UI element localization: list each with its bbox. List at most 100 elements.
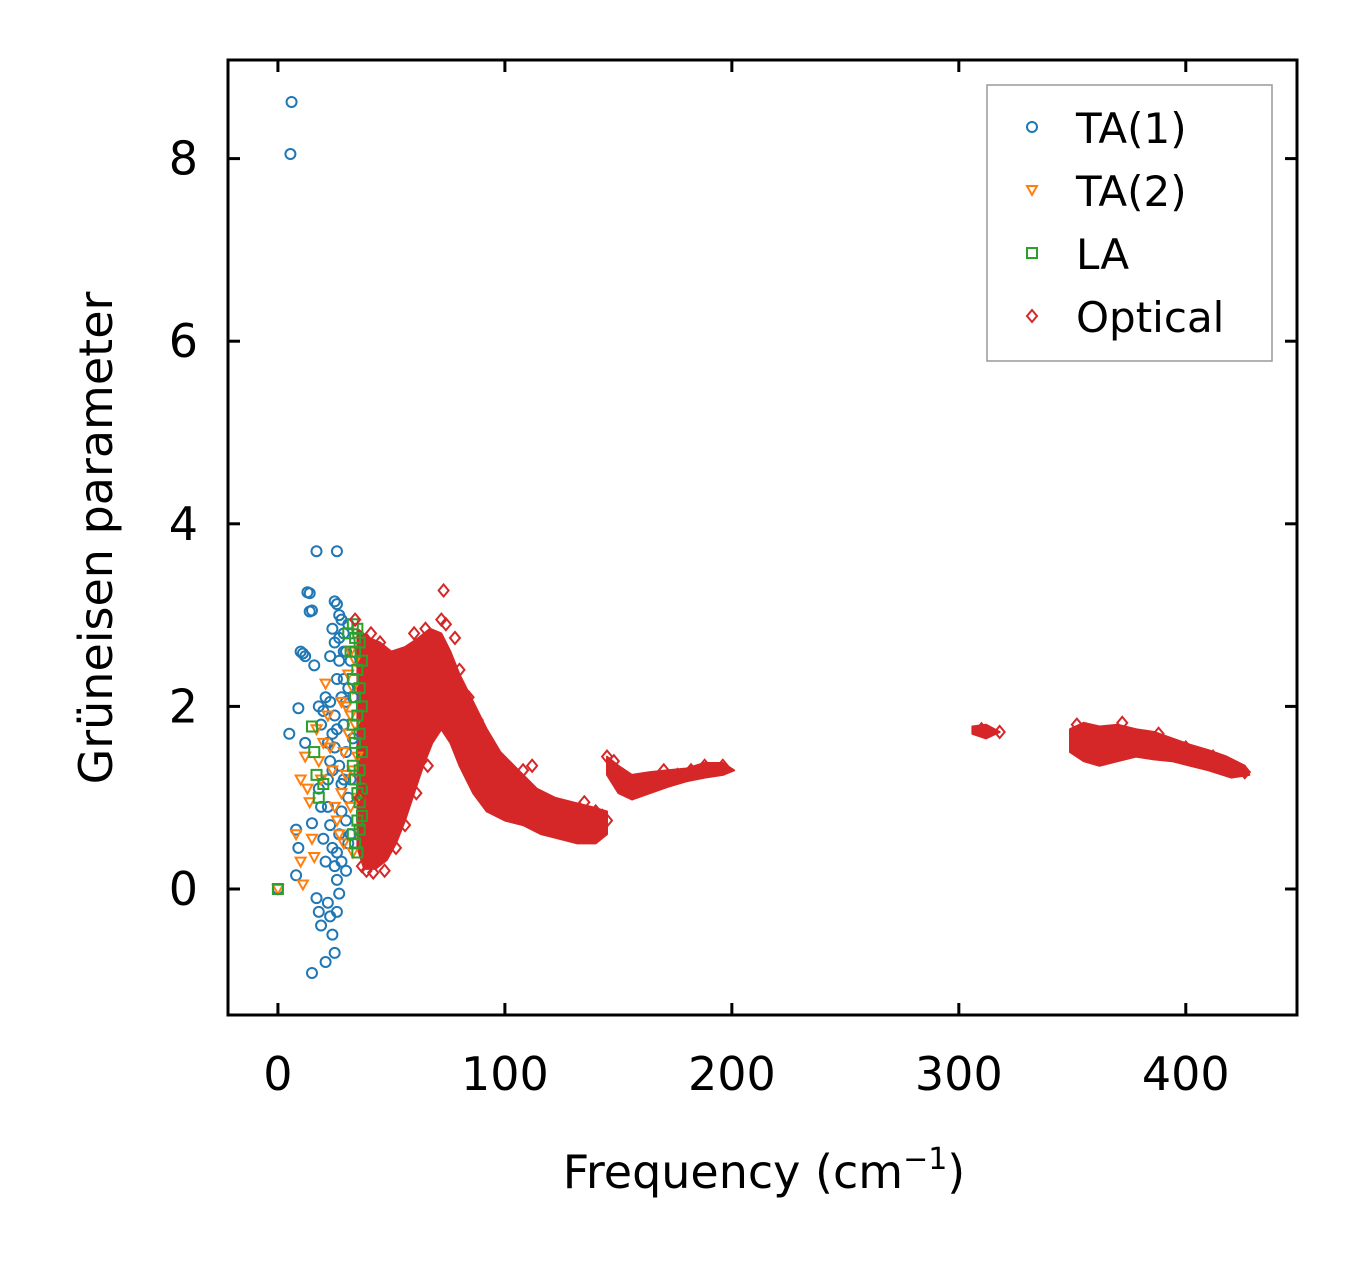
x-axis-label-sup: −1	[903, 1142, 947, 1177]
point-1-34	[334, 696, 349, 709]
point-3-52	[716, 758, 730, 774]
point-3-40	[589, 803, 602, 819]
point-0-28	[319, 855, 332, 868]
point-0-34	[326, 928, 339, 941]
point-3-23	[407, 662, 421, 678]
point-0-40	[328, 595, 341, 608]
point-2-29	[353, 682, 366, 695]
point-1-20	[332, 829, 346, 842]
axis-ticks: 0 100 200 300 400 0 2 4 6 8	[169, 60, 1297, 1101]
point-1-15	[321, 710, 335, 723]
point-1-6	[300, 783, 315, 796]
point-3-5	[419, 621, 432, 637]
point-0-85	[330, 846, 343, 859]
point-1-4	[293, 774, 308, 787]
point-0-18	[310, 545, 323, 558]
point-2-4	[312, 791, 325, 804]
legend-marker-1	[1025, 185, 1039, 198]
point-0-27	[317, 832, 330, 845]
point-0-29	[310, 892, 323, 905]
point-1-23	[339, 701, 353, 714]
point-0-1	[285, 95, 298, 108]
legend-label-ta1: TA(1)	[1075, 104, 1187, 153]
point-3-55	[1070, 717, 1084, 733]
scatter-points	[271, 95, 1252, 980]
point-2-25	[351, 846, 364, 859]
point-3-2	[364, 625, 378, 641]
point-3-29	[480, 739, 494, 756]
point-3-21	[389, 703, 403, 719]
point-1-17	[325, 765, 340, 778]
point-3-7	[439, 616, 453, 632]
x-tick-label-1: 100	[461, 1047, 549, 1101]
y-tick-label-3: 6	[169, 314, 198, 368]
y-axis-label: Grüneisen parameter	[69, 291, 123, 784]
point-1-18	[327, 801, 342, 814]
point-0-8	[296, 647, 309, 660]
point-2-21	[353, 796, 366, 809]
point-1-14	[318, 678, 333, 691]
point-2-31	[346, 718, 359, 731]
point-0-37	[305, 967, 318, 980]
point-0-54	[333, 654, 346, 667]
point-3-57	[1152, 726, 1165, 742]
point-3-30	[489, 758, 503, 774]
point-3-22	[398, 680, 412, 696]
point-0-39	[333, 887, 346, 900]
x-tick-label-2: 200	[688, 1047, 776, 1101]
point-1-2	[293, 856, 308, 869]
point-3-25	[425, 639, 439, 655]
point-0-67	[340, 814, 353, 827]
x-tick-label-4: 400	[1142, 1047, 1230, 1101]
point-1-32	[339, 769, 353, 782]
point-0-30	[312, 905, 325, 918]
point-2-28	[351, 663, 364, 676]
point-3-46	[630, 776, 643, 792]
legend-label-optical: Optical	[1076, 293, 1224, 342]
point-1-1	[289, 829, 303, 842]
point-0-3	[283, 727, 296, 740]
point-0-36	[319, 956, 332, 969]
point-3-44	[607, 753, 621, 769]
point-0-86	[335, 855, 348, 868]
point-2-27	[355, 700, 368, 713]
x-axis-label: Frequency (cm−1)	[563, 1142, 966, 1199]
point-0-79	[324, 695, 337, 708]
point-3-51	[698, 758, 711, 774]
point-3-50	[684, 762, 698, 778]
x-tick-label-0: 0	[263, 1047, 292, 1101]
point-3-17	[353, 790, 366, 806]
point-3-59	[1206, 749, 1220, 765]
point-3-3	[373, 634, 387, 651]
point-3-15	[410, 785, 423, 801]
point-3-12	[378, 863, 391, 879]
point-3-36	[543, 812, 557, 829]
point-0-32	[321, 896, 334, 909]
point-0-41	[330, 598, 343, 611]
point-2-1	[305, 720, 318, 733]
point-0-87	[340, 864, 353, 877]
x-axis-label-close: )	[947, 1145, 965, 1199]
legend-marker-2	[1026, 247, 1038, 259]
point-3-47	[643, 771, 657, 788]
y-tick-label-4: 8	[169, 132, 198, 186]
point-3-35	[532, 803, 546, 819]
point-3-56	[1115, 715, 1129, 731]
legend-marker-3	[1025, 308, 1039, 324]
legend-markers	[1025, 121, 1039, 324]
point-0-9	[299, 650, 312, 663]
point-0-63	[330, 873, 343, 886]
legend-label-la: LA	[1076, 230, 1129, 279]
point-2-3	[310, 768, 323, 781]
point-0-17	[305, 817, 318, 830]
point-1-33	[337, 838, 351, 851]
point-2-26	[353, 764, 366, 777]
point-3-24	[416, 648, 430, 664]
point-1-30	[343, 801, 358, 814]
point-0-19	[330, 545, 343, 558]
point-3-16	[421, 758, 435, 774]
point-1-16	[323, 742, 337, 755]
point-0-10	[292, 702, 305, 715]
